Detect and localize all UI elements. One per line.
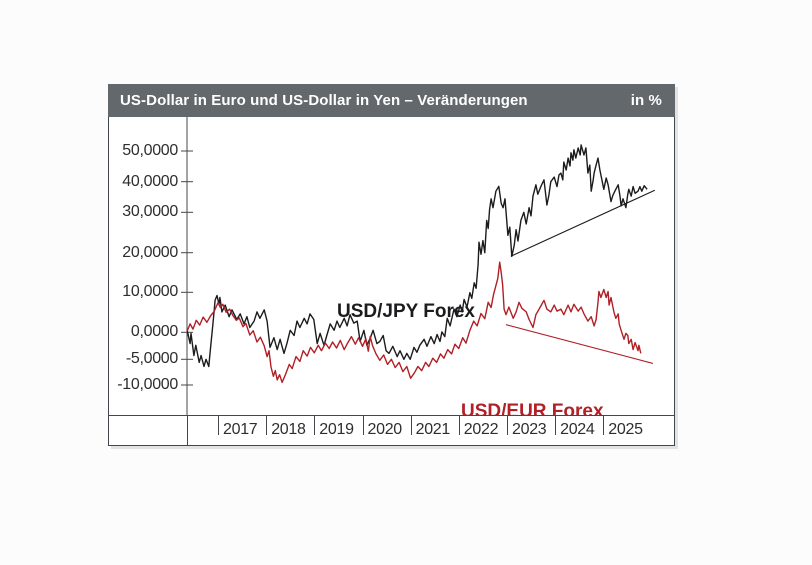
- chart-header: US-Dollar in Euro und US-Dollar in Yen –…: [108, 84, 675, 117]
- plot-area: USD/JPY Forex USD/EUR Forex © Tai-Pan: [109, 117, 674, 442]
- x-tick-2021: [410, 416, 412, 435]
- y-axis-label--10: -10,0000: [117, 376, 178, 393]
- series-line-usdjpy: [186, 144, 648, 368]
- x-axis-label-2017: 2017: [223, 421, 258, 438]
- y-axis-label-10: 10,0000: [122, 283, 178, 301]
- x-tick-2024: [555, 416, 557, 435]
- x-axis-label-2018: 2018: [271, 421, 306, 438]
- trendline-usdjpy: [510, 189, 656, 257]
- x-tick-2019: [314, 416, 316, 435]
- price-chart-svg: [181, 117, 656, 415]
- x-axis-band: 2017 2018 2019 2020 2021 2022 2023 2024 2025: [109, 415, 674, 446]
- y-axis-label-20: 20,0000: [122, 243, 178, 261]
- y-axis-label-0: 0,0000: [130, 323, 178, 341]
- x-tick-2025: [603, 416, 605, 435]
- y-axis-line-extension: [187, 416, 188, 446]
- x-axis-label-2019: 2019: [319, 421, 354, 438]
- y-axis-label--5: -5,0000: [125, 350, 178, 368]
- x-axis-label-2025: 2025: [608, 421, 643, 438]
- x-tick-2017: [218, 416, 219, 435]
- y-axis-label-30: 30,0000: [122, 203, 178, 221]
- chart-panel: US-Dollar in Euro und US-Dollar in Yen –…: [108, 84, 675, 446]
- x-axis-label-2023: 2023: [512, 421, 547, 438]
- x-tick-2018: [266, 416, 268, 435]
- x-tick-2022: [458, 416, 460, 435]
- y-axis-label-40: 40,0000: [122, 172, 178, 190]
- x-axis-label-2021: 2021: [415, 421, 451, 438]
- chart-unit-label: in %: [630, 92, 662, 109]
- trendline-usdeur: [505, 324, 654, 364]
- chart-title: US-Dollar in Euro und US-Dollar in Yen –…: [120, 92, 528, 109]
- series-line-usdeur: [186, 261, 642, 384]
- series-label-usdjpy: USD/JPY Forex: [337, 301, 475, 322]
- x-axis-label-2020: 2020: [367, 421, 403, 438]
- x-tick-2020: [362, 416, 364, 435]
- y-axis-label-50: 50,0000: [122, 142, 178, 159]
- x-tick-2023: [507, 416, 508, 435]
- x-axis-label-2024: 2024: [560, 421, 595, 438]
- x-axis-label-2022: 2022: [463, 421, 499, 438]
